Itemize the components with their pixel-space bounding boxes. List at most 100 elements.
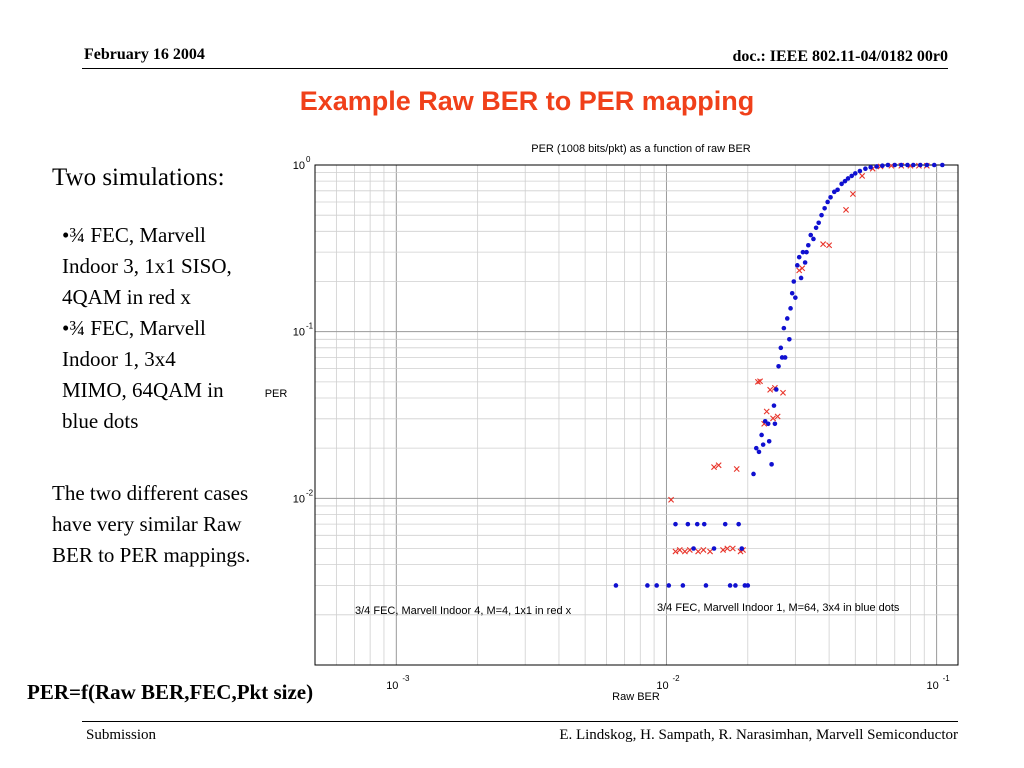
data-point-x: [859, 172, 866, 179]
data-point-x: [774, 413, 781, 420]
y-axis-label: PER: [265, 388, 288, 400]
data-point-x: [681, 548, 688, 555]
data-point-dot: [673, 521, 678, 527]
data-point-dot: [793, 295, 798, 300]
data-point-dot: [666, 583, 672, 588]
data-point-dot: [924, 162, 930, 168]
data-point-dot: [791, 279, 797, 284]
y-tick-label: 10: [293, 160, 305, 172]
data-point-x: [770, 415, 777, 422]
x-tick-exponent: -3: [402, 674, 410, 683]
data-point-dot: [917, 162, 923, 168]
data-point-dot: [789, 290, 795, 296]
data-point-x: [700, 546, 707, 553]
data-point-dot: [794, 263, 800, 268]
simulations-heading: Two simulations:: [52, 164, 225, 191]
data-point-x: [711, 464, 718, 471]
data-point-dot: [835, 187, 840, 193]
per-formula: PER=f(Raw BER,FEC,Pkt size): [27, 680, 314, 704]
data-point-dot: [680, 583, 686, 588]
data-point-dot: [722, 521, 728, 527]
data-point-dot: [691, 546, 696, 551]
chart-title: PER (1008 bits/pkt) as a function of raw…: [531, 143, 751, 155]
header-doc-id: doc.: IEEE 802.11-04/0182 00r0: [732, 48, 948, 65]
data-point-dot: [645, 583, 650, 588]
data-point-dot: [905, 162, 910, 168]
data-point-dot: [781, 325, 787, 331]
data-point-x: [820, 241, 827, 248]
y-tick-exponent: -1: [306, 322, 314, 331]
data-point-dot: [806, 242, 811, 248]
data-point-x: [767, 386, 774, 393]
red-x-series: [668, 162, 930, 555]
series: [613, 162, 945, 588]
comparison-paragraph: The two different cases have very simila…: [52, 481, 251, 567]
x-axis-label: Raw BER: [612, 691, 660, 703]
data-point-dot: [773, 387, 779, 392]
data-point-dot: [703, 583, 709, 588]
data-point-dot: [822, 205, 827, 211]
x-tick-exponent: -1: [943, 674, 951, 683]
data-point-dot: [863, 166, 868, 172]
header-divider: [82, 68, 948, 69]
data-point-dot: [762, 418, 768, 424]
y-tick-label: 10: [293, 493, 305, 505]
plot-frame: [314, 164, 959, 666]
legend-red-series: 3/4 FEC, Marvell Indoor 4, M=4, 1x1 in r…: [355, 605, 572, 617]
data-point-dot: [778, 345, 784, 351]
data-point-dot: [766, 438, 772, 444]
data-point-dot: [613, 583, 619, 588]
data-point-x: [676, 546, 683, 553]
data-point-dot: [751, 471, 756, 477]
data-point-dot: [701, 521, 707, 527]
footer-submission: Submission: [86, 727, 157, 743]
data-point-dot: [739, 546, 745, 551]
data-point-dot: [813, 225, 819, 231]
x-tick-label: 10: [656, 680, 668, 692]
data-point-dot: [880, 163, 885, 169]
bullet-item: •¾ FEC, Marvell Indoor 1, 3x4 MIMO, 64QA…: [62, 316, 224, 433]
data-point-dot: [804, 249, 809, 255]
data-point-dot: [885, 162, 891, 168]
x-tick-label: 10: [386, 680, 398, 692]
data-point-x: [668, 496, 675, 503]
data-point-dot: [825, 199, 830, 205]
data-point-dot: [727, 583, 733, 588]
data-point-dot: [796, 254, 802, 260]
data-point-x: [724, 545, 731, 552]
x-tick-exponent: -2: [672, 674, 680, 683]
data-point-x: [733, 465, 740, 472]
data-point-dot: [819, 212, 824, 218]
data-point-dot: [802, 260, 808, 265]
data-point-dot: [685, 521, 691, 527]
data-point-dot: [845, 176, 851, 181]
footer-divider: [82, 721, 958, 722]
data-point-dot: [811, 236, 816, 242]
y-tick-exponent: 0: [306, 155, 311, 164]
data-point-x: [763, 408, 770, 415]
data-point-dot: [784, 316, 790, 321]
data-point-dot: [831, 189, 837, 195]
y-tick-exponent: -2: [306, 488, 314, 497]
data-point-dot: [842, 178, 848, 184]
data-point-x: [780, 389, 786, 396]
data-point-dot: [828, 195, 833, 200]
data-point-dot: [868, 164, 873, 170]
header-date: February 16 2004: [84, 46, 205, 63]
data-point-dot: [759, 432, 764, 438]
data-point-dot: [892, 162, 898, 168]
simulation-bullets: •¾ FEC, Marvell Indoor 3, 1x1 SISO, 4QAM…: [62, 220, 282, 437]
data-point-dot: [800, 249, 806, 255]
data-point-dot: [852, 171, 858, 176]
data-point-x: [826, 242, 833, 249]
x-tick-label: 10: [926, 680, 938, 692]
data-point-dot: [769, 462, 774, 467]
data-point-dot: [776, 363, 781, 369]
y-tick-label: 10: [293, 327, 305, 339]
data-point-dot: [756, 449, 762, 455]
data-point-dot: [736, 521, 741, 527]
data-point-dot: [711, 546, 717, 551]
data-point-x: [849, 190, 856, 197]
